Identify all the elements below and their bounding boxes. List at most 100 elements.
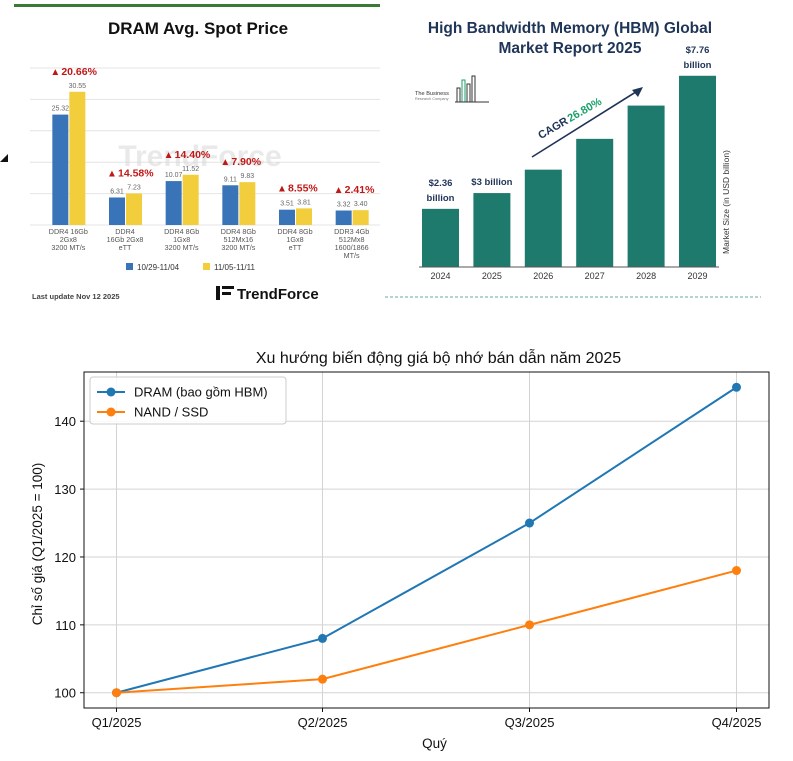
bar-value-label: 3.81: [297, 199, 311, 206]
category-label: 1600/1866: [335, 243, 369, 252]
x-tick-label: Q2/2025: [298, 715, 348, 730]
hbm-bar: [473, 193, 511, 267]
year-label: 2026: [533, 271, 553, 281]
legend-marker: [106, 387, 116, 397]
y-tick-label: 130: [54, 482, 76, 497]
year-label: 2025: [482, 271, 502, 281]
data-point-dram: [732, 382, 741, 392]
legend-label: 11/05-11/11: [214, 263, 255, 272]
legend-label: DRAM (bao gồm HBM): [134, 385, 268, 400]
watermark: TrendForce: [118, 140, 281, 173]
year-label: 2028: [636, 271, 656, 281]
growth-percent: 7.90%: [231, 156, 261, 168]
growth-arrow: ▲: [164, 150, 174, 161]
logo-bar: [461, 79, 466, 103]
bar-week1: [109, 197, 125, 225]
category-label: 1Gx8: [173, 235, 190, 244]
growth-arrow: ▲: [50, 67, 60, 78]
bar-value-label: 25.32: [52, 106, 70, 113]
bar-value-label: 3.32: [337, 202, 351, 209]
category-label: 3200 MT/s: [221, 243, 255, 252]
bar-week2: [126, 193, 142, 225]
growth-arrow: ▲: [107, 168, 117, 179]
dram-spot-price-panel: DRAM Avg. Spot Price TrendForce 25.32 30.55…: [0, 0, 385, 310]
logo-bar: [466, 83, 471, 103]
bar-value-label: 3.51: [280, 201, 294, 208]
category-label: 512Mx8: [339, 235, 365, 244]
category-label: DDR4 8Gb: [164, 227, 199, 236]
y-tick-label: 140: [54, 414, 76, 429]
x-axis-label: Quý: [422, 736, 447, 751]
year-label: 2027: [585, 271, 605, 281]
series-line-dram: [116, 386, 738, 694]
year-label: 2024: [430, 271, 450, 281]
bar-value-label: 9.11: [224, 176, 237, 183]
category-label: 1Gx8: [286, 235, 303, 244]
category-label: eTT: [289, 243, 302, 252]
chart-title: DRAM Avg. Spot Price: [108, 19, 288, 38]
bar-week1: [165, 181, 182, 225]
y-axis-label: Chỉ số giá (Q1/2025 = 100): [30, 463, 45, 625]
legend-swatch: [126, 263, 133, 270]
growth-arrow: ▲: [334, 185, 344, 196]
chart-subtitle: Market Report 2025: [498, 40, 641, 57]
chart-title: High Bandwidth Memory (HBM) Global: [428, 20, 712, 37]
bar-value-label: 7.23: [127, 184, 141, 191]
dram-spot-price-chart: DRAM Avg. Spot Price TrendForce 25.32 30.55…: [0, 4, 380, 303]
bar-value-label: 6.31: [110, 188, 124, 195]
category-label: 512Mx16: [224, 235, 254, 244]
logo-text: TrendForce: [237, 286, 319, 303]
logo-bar: [471, 75, 476, 103]
bar-week2: [296, 208, 312, 225]
cagr-arrow-line: [531, 89, 640, 158]
x-tick-label: Q3/2025: [505, 715, 555, 730]
growth-label: ▲ 2.41%: [334, 184, 375, 196]
growth-label: ▲ 14.58%: [107, 167, 154, 179]
legend: DRAM (bao gồm HBM) NAND / SSD: [89, 376, 287, 425]
bar-week1: [279, 209, 295, 225]
growth-label: ▲ 14.40%: [164, 149, 211, 161]
data-point-nand: [732, 566, 741, 576]
value-label: $3 billion: [471, 177, 512, 188]
growth-percent: 8.55%: [288, 182, 318, 194]
hbm-bar: [524, 169, 562, 267]
footer-note: Last update Nov 12 2025: [32, 292, 120, 301]
growth-arrow: ▲: [220, 157, 230, 168]
legend-label: 10/29-11/04: [137, 263, 180, 272]
x-tick-label: Q4/2025: [712, 715, 762, 730]
bar-week1: [222, 185, 239, 225]
value-label: billion: [684, 60, 712, 71]
cagr-value: 26.80%: [566, 96, 604, 125]
y-tick-label: 120: [54, 550, 76, 565]
bar-value-label: 11.52: [182, 166, 199, 173]
hbm-market-panel: High Bandwidth Memory (HBM) Global Market…: [385, 0, 793, 310]
hbm-bar: [576, 138, 614, 267]
category-label: 3200 MT/s: [165, 243, 199, 252]
bar-week1: [52, 114, 69, 225]
corner-marker-icon: [0, 154, 8, 162]
value-label: $2.36: [429, 178, 453, 189]
logo-mark: [222, 286, 234, 289]
growth-percent: 14.58%: [118, 167, 154, 179]
legend: 10/29-11/04 11/05-11/11: [126, 263, 255, 272]
category-label: DDR4 16Gb: [49, 227, 88, 236]
series-line-nand: [116, 569, 737, 694]
top-accent-line: [14, 4, 380, 7]
growth-percent: 14.40%: [175, 149, 211, 161]
logo-bar: [456, 87, 461, 103]
bar-value-label: 3.40: [354, 201, 368, 208]
bar-value-label: 10.07: [165, 172, 183, 179]
legend-box: [89, 376, 287, 425]
legend-swatch: [203, 263, 210, 270]
growth-percent: 2.41%: [345, 184, 375, 196]
category-label: DDR4 8Gb: [221, 227, 256, 236]
hbm-market-chart: High Bandwidth Memory (HBM) Global Market…: [385, 20, 761, 298]
cagr-arrow-head-icon: [632, 87, 643, 97]
legend-label: NAND / SSD: [134, 405, 208, 420]
data-point-dram: [318, 633, 327, 643]
hbm-bar: [422, 208, 459, 267]
category-label: 16Gb 2Gx8: [107, 235, 144, 244]
hbm-bar: [679, 75, 716, 268]
bar-value-label: 9.83: [241, 173, 255, 180]
